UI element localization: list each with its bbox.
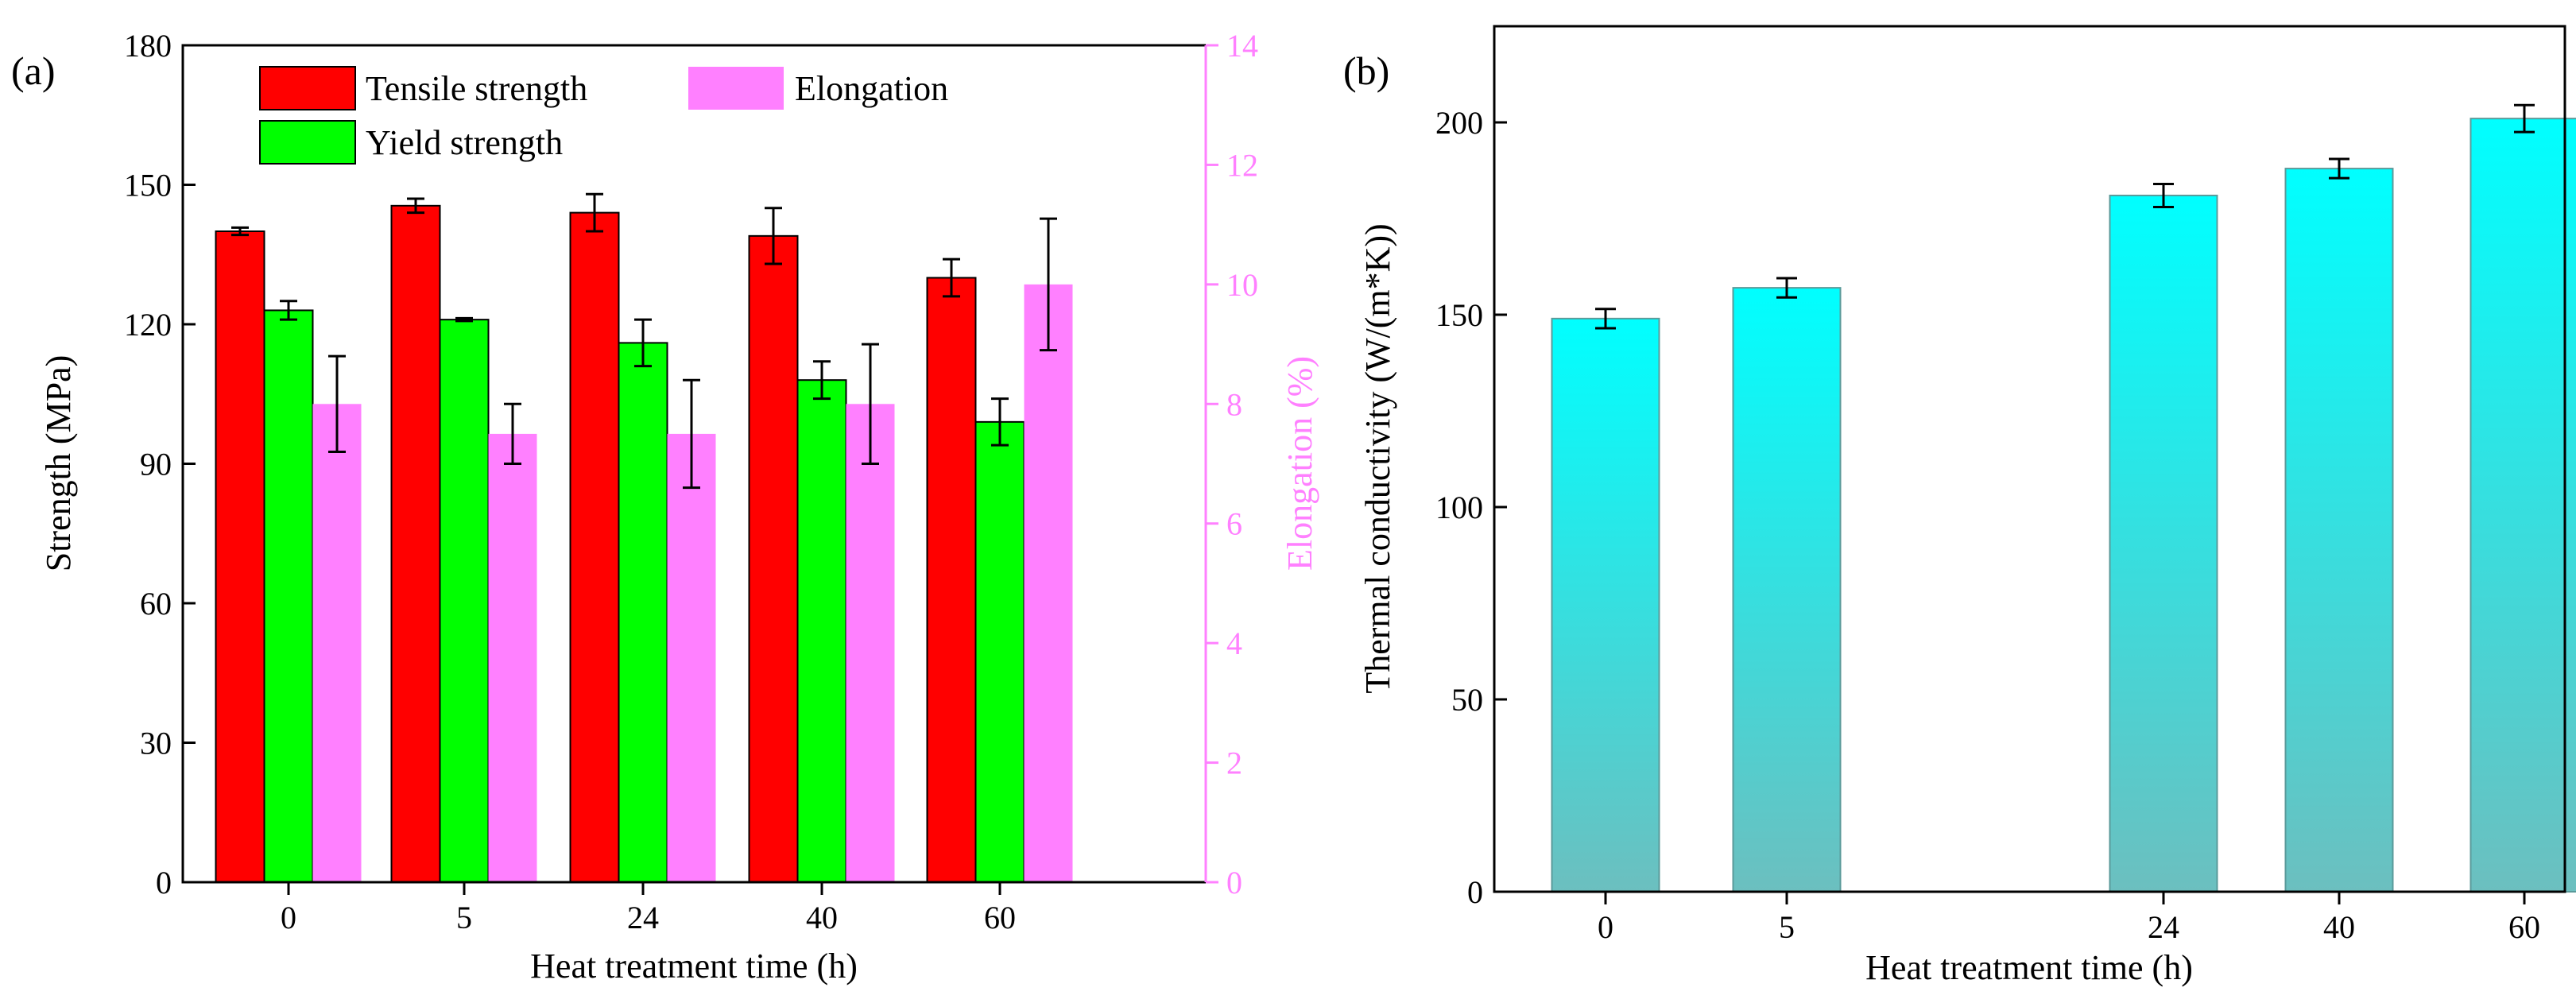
bar-thermal-conductivity-24 [2109, 194, 2218, 893]
a-left-tick-label-30: 30 [140, 726, 172, 761]
panel-a-error-bars [231, 192, 1057, 490]
errorbar-tensile-strength-60 [943, 258, 960, 298]
bar-tensile-strength-40 [748, 234, 799, 884]
panel-a-label: (a) [11, 48, 56, 93]
errorbar-tensile-strength-0 [231, 226, 249, 237]
errorbar-tensile-strength-40 [765, 207, 782, 265]
b-left-tick-label-150: 150 [1435, 297, 1483, 333]
errorbar-thermal-conductivity-0 [1595, 308, 1616, 330]
a-x-tick-label-5: 5 [456, 900, 472, 935]
errorbar-thermal-conductivity-40 [2329, 157, 2349, 180]
legend-tensile-swatch [259, 66, 356, 110]
panel-b-left-ticks: 0 50 100 150 200 [1435, 105, 1507, 910]
panel-b: (b) 0 50 100 150 200 0 5 24 40 60 Thermal conduc… [1343, 25, 2576, 987]
errorbar-elongation-40 [862, 343, 879, 465]
panel-b-x-ticks: 0 5 24 40 60 [1598, 892, 2540, 945]
a-x-tick-label-60: 60 [984, 900, 1016, 935]
panel-a-x-axis-title: Heat treatment time (h) [530, 947, 858, 986]
b-x-tick-label-5: 5 [1779, 909, 1795, 945]
panel-b-y-axis-title: Thermal conductivity (W/(m*K)) [1358, 223, 1397, 693]
b-left-tick-label-100: 100 [1435, 490, 1483, 525]
legend-tensile-label: Tensile strength [366, 69, 587, 108]
a-right-tick-label-6: 6 [1226, 506, 1242, 542]
legend-elongation-swatch [688, 67, 784, 110]
a-right-tick-label-10: 10 [1226, 267, 1258, 303]
bar-yield-strength-60 [974, 420, 1025, 883]
errorbar-yield-strength-0 [280, 300, 297, 321]
b-x-tick-label-60: 60 [2508, 909, 2540, 945]
errorbar-elongation-24 [683, 378, 700, 490]
errorbar-yield-strength-40 [813, 360, 831, 401]
bar-elongation-5 [488, 433, 537, 882]
panel-a-x-ticks: 0 5 24 40 60 [281, 882, 1016, 935]
bar-tensile-strength-60 [926, 277, 977, 883]
errorbar-tensile-strength-24 [586, 192, 603, 233]
errorbar-yield-strength-60 [991, 397, 1009, 447]
bar-thermal-conductivity-60 [2469, 118, 2576, 893]
a-right-tick-label-8: 8 [1226, 386, 1242, 422]
panel-a-bars [215, 204, 1073, 884]
errorbar-thermal-conductivity-5 [1776, 277, 1797, 299]
errorbar-yield-strength-5 [455, 316, 473, 323]
b-left-tick-label-50: 50 [1451, 682, 1483, 718]
a-left-tick-label-60: 60 [140, 586, 172, 622]
panel-a-legend: Tensile strength Yield strength Elongati… [259, 66, 948, 165]
panel-b-label: (b) [1343, 48, 1389, 93]
a-right-tick-label-14: 14 [1226, 28, 1258, 64]
a-x-tick-label-0: 0 [281, 900, 296, 935]
a-right-tick-label-4: 4 [1226, 625, 1242, 661]
bar-yield-strength-0 [263, 309, 314, 883]
bar-yield-strength-40 [796, 379, 847, 883]
a-left-tick-label-150: 150 [124, 168, 172, 203]
errorbar-thermal-conductivity-60 [2514, 103, 2535, 134]
a-right-tick-label-12: 12 [1226, 147, 1258, 183]
panel-b-plot-frame [1493, 25, 2566, 893]
bar-tensile-strength-24 [569, 211, 620, 884]
bar-tensile-strength-5 [390, 204, 441, 883]
bar-thermal-conductivity-0 [1551, 317, 1660, 893]
bar-thermal-conductivity-5 [1732, 287, 1842, 893]
errorbar-yield-strength-24 [634, 318, 652, 368]
panel-b-error-bars [1595, 103, 2535, 330]
a-left-tick-label-120: 120 [124, 307, 172, 343]
errorbar-thermal-conductivity-24 [2153, 182, 2174, 208]
legend-yield-label: Yield strength [366, 123, 563, 162]
b-x-tick-label-0: 0 [1598, 909, 1613, 945]
legend-elongation-label: Elongation [795, 69, 948, 108]
panel-a-left-ticks: 0 30 60 90 120 150 180 [124, 28, 196, 900]
b-left-tick-label-200: 200 [1435, 105, 1483, 141]
a-right-tick-label-2: 2 [1226, 745, 1242, 781]
panel-a-right-axis-title: Elongation (%) [1280, 356, 1319, 571]
b-left-tick-label-0: 0 [1467, 874, 1483, 910]
a-right-tick-label-0: 0 [1226, 865, 1242, 900]
bar-yield-strength-24 [618, 342, 668, 883]
errorbar-elongation-5 [504, 402, 521, 465]
a-left-tick-label-90: 90 [140, 447, 172, 482]
bar-elongation-0 [312, 404, 362, 882]
panel-b-bars [1551, 118, 2576, 893]
bar-yield-strength-5 [439, 319, 490, 883]
bar-thermal-conductivity-40 [2284, 168, 2394, 893]
errorbar-elongation-0 [328, 354, 346, 453]
legend-yield-swatch [259, 120, 356, 165]
a-x-tick-label-24: 24 [627, 900, 659, 935]
a-x-tick-label-40: 40 [806, 900, 838, 935]
a-left-tick-label-180: 180 [124, 28, 172, 64]
bar-elongation-40 [846, 404, 895, 882]
bar-tensile-strength-0 [215, 230, 265, 883]
errorbar-tensile-strength-5 [407, 197, 424, 215]
panel-a-right-ticks: 0 2 4 6 8 10 12 14 [1206, 28, 1258, 900]
bar-elongation-60 [1024, 284, 1073, 882]
bar-elongation-24 [667, 433, 716, 882]
panel-a-y-axis-title: Strength (MPa) [39, 355, 78, 572]
errorbar-elongation-60 [1040, 217, 1057, 352]
panel-b-x-axis-title: Heat treatment time (h) [1865, 948, 2193, 987]
b-x-tick-label-24: 24 [2148, 909, 2179, 945]
a-left-tick-label-0: 0 [156, 865, 172, 900]
b-x-tick-label-40: 40 [2323, 909, 2355, 945]
